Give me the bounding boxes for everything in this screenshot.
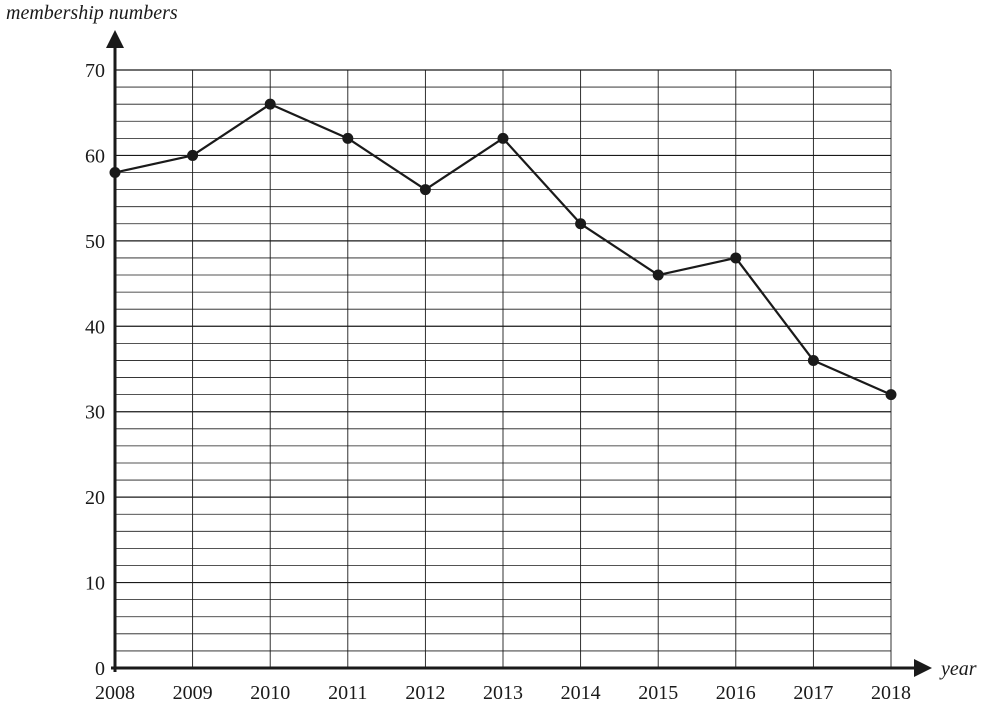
x-tick-label: 2008 bbox=[95, 682, 135, 704]
data-point bbox=[419, 184, 431, 196]
y-axis-arrowhead bbox=[106, 30, 124, 48]
data-point bbox=[264, 98, 276, 110]
x-tick-label: 2013 bbox=[483, 682, 523, 704]
y-tick-label: 40 bbox=[85, 316, 105, 338]
x-tick-label: 2016 bbox=[716, 682, 756, 704]
x-axis-arrowhead bbox=[914, 659, 932, 677]
chart-axes bbox=[106, 30, 932, 677]
data-point bbox=[497, 132, 509, 144]
x-tick-label: 2014 bbox=[561, 682, 601, 704]
data-point bbox=[807, 354, 819, 366]
chart-grid bbox=[114, 69, 892, 669]
y-tick-label: 0 bbox=[95, 658, 105, 680]
y-tick-labels: 0 10 20 30 40 50 60 70 bbox=[85, 60, 105, 680]
data-point bbox=[730, 252, 742, 264]
y-tick-label: 20 bbox=[85, 487, 105, 509]
x-tick-labels: 2008 2009 2010 2011 2012 2013 2014 2015 2016 2017… bbox=[95, 682, 911, 704]
y-tick-label: 10 bbox=[85, 573, 105, 595]
x-tick-label: 2010 bbox=[250, 682, 290, 704]
y-axis-title: membership numbers bbox=[6, 2, 178, 24]
y-tick-label: 50 bbox=[85, 231, 105, 253]
x-tick-label: 2011 bbox=[328, 682, 367, 704]
y-tick-label: 30 bbox=[85, 402, 105, 424]
x-tick-label: 2018 bbox=[871, 682, 911, 704]
x-tick-label: 2012 bbox=[405, 682, 445, 704]
data-point bbox=[885, 389, 897, 401]
chart-series bbox=[109, 98, 897, 401]
data-point bbox=[652, 269, 664, 281]
data-point bbox=[109, 167, 121, 179]
x-tick-label: 2009 bbox=[173, 682, 213, 704]
y-tick-label: 70 bbox=[85, 60, 105, 82]
x-axis-title: year bbox=[939, 658, 977, 680]
data-point bbox=[575, 218, 587, 230]
x-tick-label: 2017 bbox=[793, 682, 833, 704]
y-tick-label: 60 bbox=[85, 145, 105, 167]
data-point bbox=[342, 132, 354, 144]
data-point bbox=[187, 149, 199, 161]
x-tick-label: 2015 bbox=[638, 682, 678, 704]
